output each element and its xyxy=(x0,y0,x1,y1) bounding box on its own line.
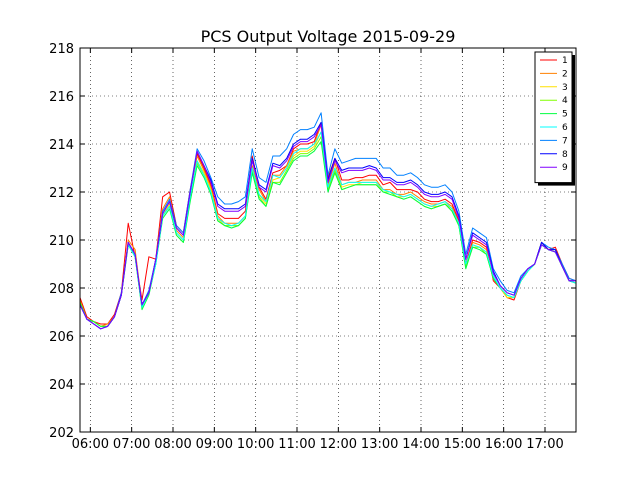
x-tick-label: 16:00 xyxy=(485,437,522,452)
x-tick-label: 10:00 xyxy=(237,437,274,452)
legend-label-1: 1 xyxy=(562,56,568,66)
y-tick-label: 212 xyxy=(49,186,74,201)
x-tick-label: 15:00 xyxy=(444,437,481,452)
x-tick-label: 12:00 xyxy=(320,437,357,452)
series-lines xyxy=(79,112,577,330)
y-tick-label: 206 xyxy=(49,330,74,345)
y-tick-label: 204 xyxy=(49,378,74,393)
legend-label-9: 9 xyxy=(562,163,568,173)
y-tick-label: 218 xyxy=(49,42,74,57)
x-tick-label: 14:00 xyxy=(402,437,439,452)
legend-label-6: 6 xyxy=(562,123,568,133)
x-tick-label: 06:00 xyxy=(72,437,109,452)
legend-label-5: 5 xyxy=(562,110,568,120)
y-tick-label: 202 xyxy=(49,426,74,441)
x-tick-label: 08:00 xyxy=(154,437,191,452)
legend-label-8: 8 xyxy=(562,150,568,160)
legend-label-2: 2 xyxy=(562,69,568,79)
series-line-7 xyxy=(79,112,577,330)
y-tick-label: 214 xyxy=(49,138,74,153)
legend-label-3: 3 xyxy=(562,83,568,93)
grid-lines xyxy=(80,47,576,433)
y-tick-label: 216 xyxy=(49,90,74,105)
y-tick-label: 208 xyxy=(49,282,74,297)
legend: 1 2 3 4 5 6 7 8 9 xyxy=(534,51,575,186)
x-tick-label: 09:00 xyxy=(196,437,233,452)
legend-label-4: 4 xyxy=(562,96,568,106)
legend-label-7: 7 xyxy=(562,136,568,146)
chart-title: PCS Output Voltage 2015-09-29 xyxy=(201,27,456,46)
x-tick-label: 07:00 xyxy=(113,437,150,452)
x-tick-label: 17:00 xyxy=(526,437,563,452)
y-tick-label: 210 xyxy=(49,234,74,249)
series-line-9 xyxy=(79,124,576,330)
x-tick-label: 11:00 xyxy=(278,437,315,452)
x-tick-label: 13:00 xyxy=(361,437,398,452)
